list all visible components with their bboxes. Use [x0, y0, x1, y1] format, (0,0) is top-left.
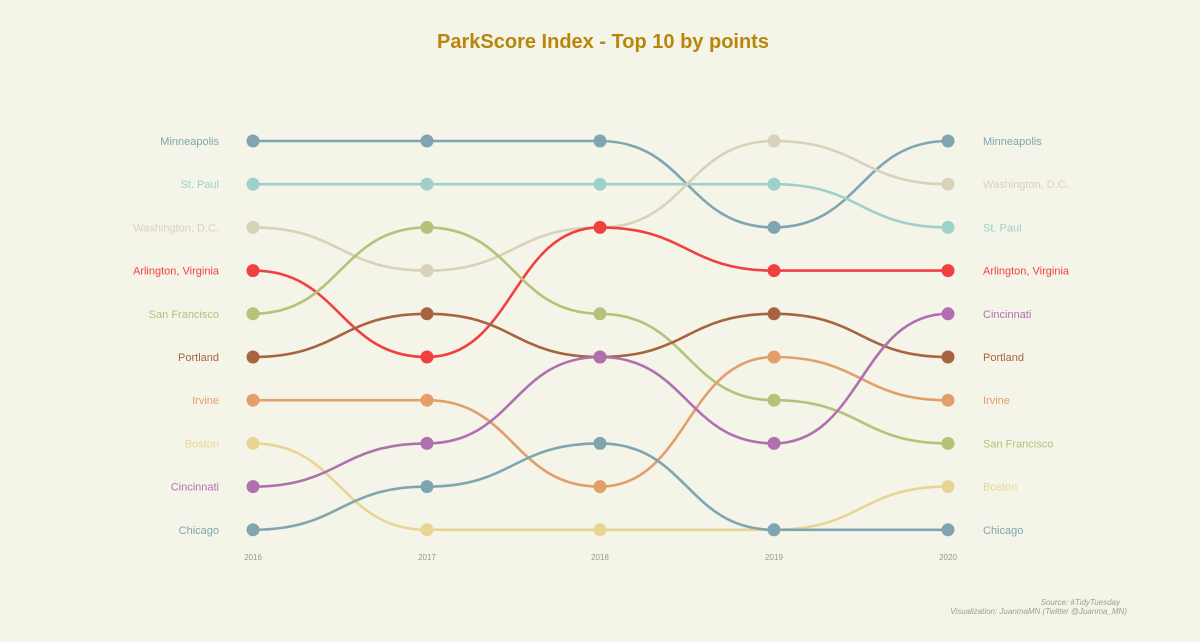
- end-label-san-francisco: San Francisco: [983, 438, 1053, 450]
- end-label-minneapolis: Minneapolis: [983, 136, 1042, 148]
- point-minneapolis-2018: [593, 134, 607, 148]
- point-san-francisco-2019: [767, 393, 781, 407]
- chart-title: ParkScore Index - Top 10 by points: [437, 31, 769, 53]
- point-irvine-2017: [420, 393, 434, 407]
- point-boston-2016: [246, 436, 260, 450]
- point-st-paul-2018: [593, 177, 607, 191]
- end-label-cincinnati: Cincinnati: [983, 309, 1031, 321]
- series-line-arlington-virginia: [251, 226, 950, 359]
- point-cincinnati-2020: [941, 307, 955, 321]
- series-line-irvine: [251, 355, 950, 488]
- point-cincinnati-2018: [593, 350, 607, 364]
- series-line-san-francisco: [251, 226, 950, 445]
- caption-source: Source: #TidyTuesday: [1041, 598, 1121, 607]
- start-label-chicago: Chicago: [179, 525, 219, 537]
- point-st-paul-2017: [420, 177, 434, 191]
- point-arlington-virginia-2020: [941, 264, 955, 278]
- point-portland-2017: [420, 307, 434, 321]
- point-irvine-2020: [941, 393, 955, 407]
- point-washington-d-c-2019: [767, 134, 781, 148]
- start-label-washington-d-c: Washington, D.C.: [133, 222, 219, 234]
- start-labels: Minneapolis St. Paul Washington, D.C. Arlin…: [133, 136, 220, 537]
- point-san-francisco-2016: [246, 307, 260, 321]
- point-chicago-2020: [941, 523, 955, 537]
- point-portland-2020: [941, 350, 955, 364]
- point-arlington-virginia-2016: [246, 264, 260, 278]
- start-label-minneapolis: Minneapolis: [160, 136, 219, 148]
- start-label-boston: Boston: [185, 438, 219, 450]
- point-washington-d-c-2020: [941, 177, 955, 191]
- x-tick-2019: 2019: [765, 553, 783, 562]
- point-washington-d-c-2017: [420, 264, 434, 278]
- series-line-washington-d-c: [251, 139, 950, 272]
- point-minneapolis-2019: [767, 220, 781, 234]
- start-label-irvine: Irvine: [192, 395, 219, 407]
- end-label-chicago: Chicago: [983, 525, 1023, 537]
- start-label-arlington-virginia: Arlington, Virginia: [133, 266, 220, 278]
- point-st-paul-2016: [246, 177, 260, 191]
- point-cincinnati-2016: [246, 480, 260, 494]
- point-portland-2016: [246, 350, 260, 364]
- series-line-minneapolis: [251, 139, 950, 229]
- point-st-paul-2020: [941, 220, 955, 234]
- point-irvine-2019: [767, 350, 781, 364]
- start-label-san-francisco: San Francisco: [149, 309, 219, 321]
- end-label-st-paul: St. Paul: [983, 222, 1022, 234]
- point-arlington-virginia-2019: [767, 264, 781, 278]
- end-label-washington-d-c: Washington, D.C.: [983, 179, 1069, 191]
- point-minneapolis-2020: [941, 134, 955, 148]
- point-portland-2019: [767, 307, 781, 321]
- point-boston-2017: [420, 523, 434, 537]
- end-label-portland: Portland: [983, 352, 1024, 364]
- point-boston-2020: [941, 480, 955, 494]
- point-washington-d-c-2016: [246, 220, 260, 234]
- caption-visualization: Visualization: JuanmaMN (Twitter @Juanma…: [950, 607, 1127, 616]
- point-cincinnati-2019: [767, 436, 781, 450]
- end-label-boston: Boston: [983, 482, 1017, 494]
- point-san-francisco-2020: [941, 436, 955, 450]
- point-arlington-virginia-2018: [593, 220, 607, 234]
- point-chicago-2017: [420, 480, 434, 494]
- point-chicago-2019: [767, 523, 781, 537]
- x-tick-2018: 2018: [591, 553, 609, 562]
- series-lines: [251, 139, 950, 532]
- x-tick-2016: 2016: [244, 553, 262, 562]
- point-san-francisco-2017: [420, 220, 434, 234]
- point-chicago-2018: [593, 436, 607, 450]
- end-label-arlington-virginia: Arlington, Virginia: [983, 266, 1070, 278]
- point-minneapolis-2017: [420, 134, 434, 148]
- series-points: [246, 134, 955, 537]
- point-boston-2018: [593, 523, 607, 537]
- point-cincinnati-2017: [420, 436, 434, 450]
- series-line-cincinnati: [251, 312, 950, 488]
- point-st-paul-2019: [767, 177, 781, 191]
- start-label-cincinnati: Cincinnati: [171, 482, 219, 494]
- x-tick-2017: 2017: [418, 553, 436, 562]
- start-label-st-paul: St. Paul: [180, 179, 219, 191]
- point-irvine-2018: [593, 480, 607, 494]
- point-minneapolis-2016: [246, 134, 260, 148]
- start-label-portland: Portland: [178, 352, 219, 364]
- x-axis-labels: 2016 2017 2018 2019 2020: [244, 553, 957, 562]
- point-chicago-2016: [246, 523, 260, 537]
- point-irvine-2016: [246, 393, 260, 407]
- end-labels: Minneapolis St. Paul Washington, D.C. Arlin…: [983, 136, 1070, 537]
- point-arlington-virginia-2017: [420, 350, 434, 364]
- x-tick-2020: 2020: [939, 553, 957, 562]
- point-san-francisco-2018: [593, 307, 607, 321]
- end-label-irvine: Irvine: [983, 395, 1010, 407]
